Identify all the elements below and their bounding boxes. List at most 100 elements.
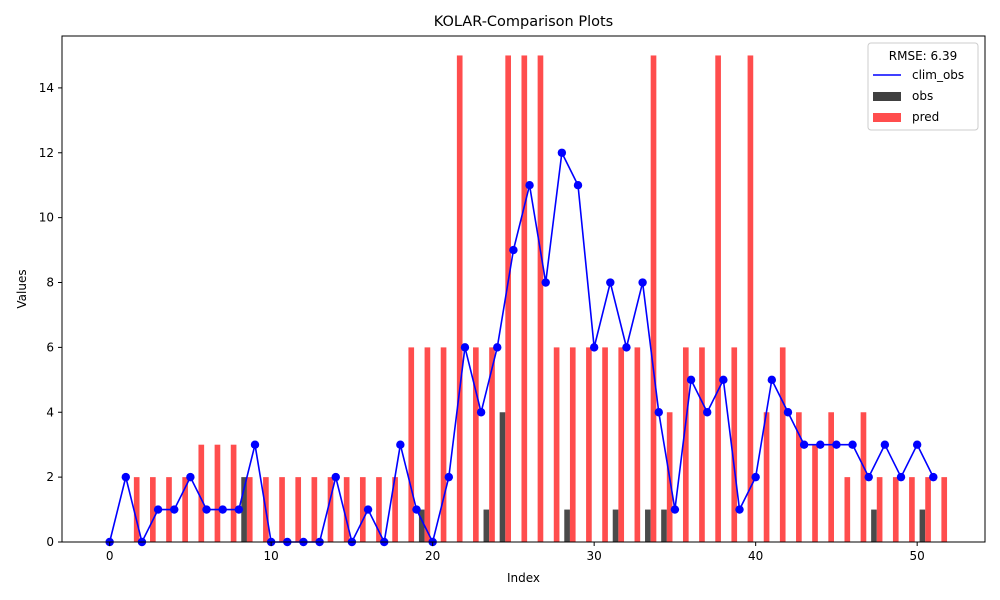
clim-obs-point bbox=[864, 472, 873, 482]
clim-obs-line bbox=[108, 150, 935, 545]
pred-bar bbox=[569, 347, 576, 542]
clim-obs-point bbox=[799, 440, 809, 449]
pred-bar bbox=[650, 55, 657, 542]
pred-bar bbox=[246, 477, 253, 542]
clim-obs-point bbox=[234, 505, 244, 514]
clim-obs-point bbox=[396, 440, 405, 449]
obs-bar bbox=[919, 509, 926, 542]
clim-obs-point bbox=[654, 408, 663, 417]
obs-bar bbox=[499, 412, 506, 542]
pred-bar bbox=[941, 477, 948, 542]
pred-bar bbox=[133, 477, 140, 542]
clim-obs-point bbox=[412, 505, 421, 514]
x-axis-ticks: 0 10 20 30 40 50 bbox=[106, 542, 925, 563]
obs-bar bbox=[612, 509, 619, 542]
x-tick-label: 20 bbox=[425, 549, 440, 563]
clim-obs-point bbox=[783, 408, 793, 417]
y-tick-label: 0 bbox=[46, 535, 54, 549]
pred-bar bbox=[473, 347, 479, 542]
obs-bar bbox=[564, 509, 570, 542]
pred-bar bbox=[618, 347, 625, 542]
pred-bar bbox=[779, 347, 786, 542]
y-tick-label: 10 bbox=[39, 211, 54, 225]
plot-frame bbox=[61, 35, 986, 543]
legend-entry-label: obs bbox=[912, 89, 933, 103]
clim-obs-point bbox=[929, 472, 938, 482]
obs-bar bbox=[871, 509, 877, 542]
pred-bar bbox=[376, 477, 382, 542]
clim-obs-point bbox=[848, 440, 857, 449]
x-axis-title: Index bbox=[507, 571, 540, 585]
obs-bar bbox=[418, 509, 425, 542]
clim-obs-point bbox=[363, 505, 373, 514]
pred-bar bbox=[505, 55, 511, 542]
pred-bar bbox=[392, 477, 398, 542]
clim-obs-point bbox=[719, 375, 728, 385]
pred-bar bbox=[699, 347, 705, 542]
obs-bar bbox=[645, 509, 651, 542]
clim-obs-point bbox=[444, 472, 454, 482]
pred-bar bbox=[876, 477, 883, 542]
pred-bar bbox=[682, 347, 689, 542]
pred-bar bbox=[343, 477, 350, 542]
pred-bar bbox=[586, 347, 592, 542]
y-tick-label: 2 bbox=[46, 470, 54, 484]
pred-bar bbox=[408, 347, 415, 542]
clim-obs-point bbox=[751, 472, 760, 482]
pred-bar bbox=[925, 477, 931, 542]
y-tick-label: 12 bbox=[39, 146, 54, 160]
legend-bar-swatch bbox=[873, 92, 901, 101]
pred-bar bbox=[327, 477, 334, 542]
pred-bar bbox=[715, 55, 721, 542]
pred-bar bbox=[844, 477, 851, 542]
clim-obs-point bbox=[638, 278, 647, 287]
clim-obs-point bbox=[525, 181, 534, 190]
pred-bar bbox=[892, 477, 899, 542]
clim-obs-point bbox=[557, 148, 567, 157]
clim-obs-point bbox=[767, 375, 777, 385]
pred-bar bbox=[279, 477, 285, 542]
legend-entry-label: pred bbox=[912, 110, 939, 124]
clim-obs-point bbox=[250, 440, 260, 449]
pred-bar bbox=[747, 55, 754, 542]
obs-bar bbox=[661, 509, 667, 542]
clim-obs-point bbox=[170, 505, 179, 514]
pred-bar bbox=[731, 347, 738, 542]
clim-obs-point bbox=[331, 472, 340, 482]
pred-bar bbox=[634, 347, 641, 542]
pred-bar bbox=[828, 412, 834, 542]
clim-obs-point bbox=[493, 343, 502, 352]
clim-obs-point bbox=[622, 343, 631, 352]
clim-obs-point bbox=[589, 343, 599, 352]
pred-bar bbox=[295, 477, 302, 542]
pred-bar bbox=[860, 412, 867, 542]
clim-obs-point bbox=[153, 505, 163, 514]
legend-title: RMSE: 6.39 bbox=[889, 49, 957, 63]
x-tick-label: 40 bbox=[748, 549, 763, 563]
clim-obs-point bbox=[202, 505, 211, 514]
x-tick-label: 0 bbox=[106, 549, 114, 563]
pred-bar bbox=[812, 444, 818, 542]
pred-bar bbox=[198, 444, 205, 542]
y-axis-ticks: 0 2 4 6 8 10 12 14 bbox=[39, 81, 62, 549]
pred-bar bbox=[489, 347, 495, 542]
clim-obs-line-group bbox=[105, 148, 938, 547]
clim-obs-point bbox=[896, 472, 906, 482]
pred-bar bbox=[763, 412, 770, 542]
clim-obs-point bbox=[735, 505, 744, 514]
clim-obs-point bbox=[703, 408, 712, 417]
pred-bar bbox=[230, 444, 237, 542]
clim-obs-point bbox=[686, 375, 696, 385]
obs-bar bbox=[241, 477, 247, 542]
pred-bar bbox=[537, 55, 544, 542]
pred-bar bbox=[909, 477, 915, 542]
clim-obs-point bbox=[670, 505, 680, 514]
clim-obs-point bbox=[460, 343, 470, 352]
clim-obs-point bbox=[816, 440, 825, 449]
clim-obs-point bbox=[218, 505, 227, 514]
obs-bar bbox=[483, 509, 490, 542]
clim-obs-point bbox=[832, 440, 841, 449]
